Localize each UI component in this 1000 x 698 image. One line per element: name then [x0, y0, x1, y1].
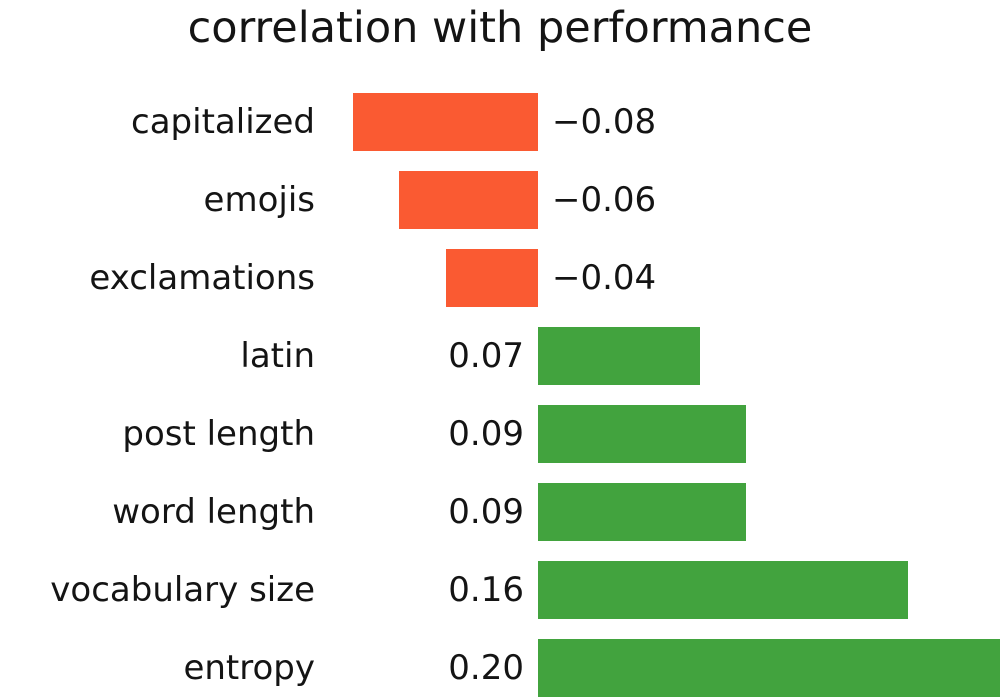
value-label: −0.08: [552, 102, 657, 142]
category-label: latin: [240, 336, 315, 376]
category-label: emojis: [203, 180, 315, 220]
category-label: post length: [122, 414, 315, 454]
value-label: 0.07: [448, 336, 524, 376]
value-label: −0.04: [552, 258, 657, 298]
category-label: word length: [112, 492, 315, 532]
negative-bar: [353, 93, 538, 151]
category-label: capitalized: [131, 102, 315, 142]
value-label: 0.20: [448, 648, 524, 688]
positive-bar: [538, 327, 700, 385]
positive-bar: [538, 639, 1000, 697]
value-label: 0.16: [448, 570, 524, 610]
category-label: entropy: [183, 648, 315, 688]
positive-bar: [538, 561, 908, 619]
category-label: vocabulary size: [50, 570, 315, 610]
chart-title: correlation with performance: [187, 3, 813, 53]
positive-bar: [538, 405, 746, 463]
value-label: −0.06: [552, 180, 657, 220]
positive-bar: [538, 483, 746, 541]
value-label: 0.09: [448, 414, 524, 454]
value-label: 0.09: [448, 492, 524, 532]
category-label: exclamations: [89, 258, 315, 298]
negative-bar: [399, 171, 538, 229]
negative-bar: [446, 249, 538, 307]
